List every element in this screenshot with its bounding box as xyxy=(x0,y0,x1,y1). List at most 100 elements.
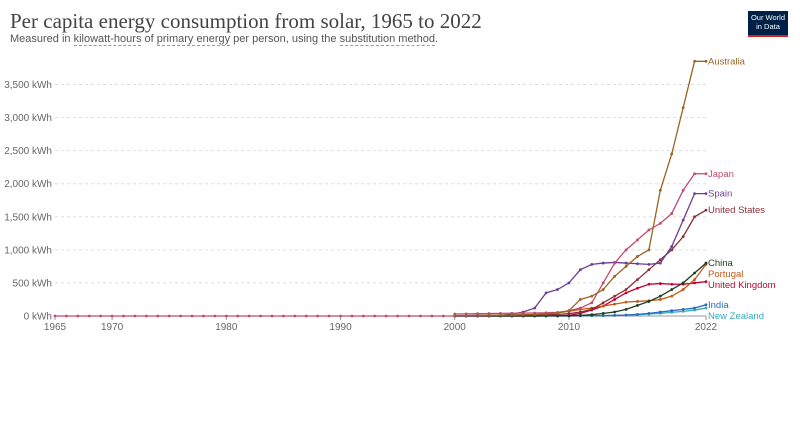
data-point xyxy=(601,314,605,318)
chart-subtitle: Measured in kilowatt-hours of primary en… xyxy=(10,33,438,46)
logo-line: in Data xyxy=(756,21,780,31)
data-point xyxy=(624,264,628,268)
data-point xyxy=(179,314,183,318)
data-point xyxy=(624,291,628,295)
data-point xyxy=(590,313,594,317)
data-point xyxy=(647,228,651,232)
x-tick-label: 1965 xyxy=(44,322,67,333)
data-point xyxy=(704,280,708,283)
data-point xyxy=(647,248,651,252)
data-point xyxy=(704,192,708,196)
data-point xyxy=(144,314,148,318)
owid-logo[interactable]: Our World in Data xyxy=(748,11,788,37)
data-point xyxy=(521,313,525,317)
data-point xyxy=(613,302,617,306)
data-point xyxy=(624,248,628,252)
series-label: India xyxy=(708,300,729,311)
data-point xyxy=(499,313,502,317)
substitution-method-link[interactable]: substitution method xyxy=(339,33,435,46)
data-point xyxy=(122,314,125,318)
data-point xyxy=(704,303,708,307)
data-point xyxy=(567,314,571,318)
data-point xyxy=(681,218,685,222)
data-point xyxy=(681,235,685,239)
data-point xyxy=(693,192,696,196)
data-point xyxy=(578,306,582,310)
data-point xyxy=(624,300,628,304)
x-tick-label: 1980 xyxy=(215,322,238,333)
data-point xyxy=(87,314,91,318)
data-point xyxy=(658,310,662,314)
data-point xyxy=(601,304,605,308)
data-point xyxy=(304,314,308,318)
data-point xyxy=(670,248,674,252)
data-point xyxy=(327,314,331,318)
subtitle-text: Measured in xyxy=(10,33,74,45)
data-point xyxy=(613,294,617,298)
data-point xyxy=(533,312,537,316)
data-point xyxy=(133,314,137,318)
data-point xyxy=(670,288,674,291)
data-point xyxy=(624,313,628,317)
x-tick-label: 2010 xyxy=(558,322,581,333)
data-point xyxy=(567,281,571,285)
data-point xyxy=(567,312,571,316)
series-label: Portugal xyxy=(708,269,743,280)
data-point xyxy=(464,314,468,317)
data-point xyxy=(578,268,582,272)
data-point xyxy=(647,263,651,266)
data-point xyxy=(384,314,388,318)
data-point xyxy=(693,308,696,312)
data-point xyxy=(282,314,285,318)
y-tick-label: 3,500 kWh xyxy=(4,80,52,91)
data-point xyxy=(430,314,434,318)
primary-energy-link[interactable]: primary energy xyxy=(156,33,231,46)
data-point xyxy=(636,278,639,282)
data-point xyxy=(624,307,628,311)
data-point xyxy=(658,282,662,285)
data-point xyxy=(624,261,628,265)
x-tick-label: 2000 xyxy=(444,322,467,333)
data-point xyxy=(670,282,674,286)
data-point xyxy=(419,314,422,318)
y-tick-label: 0 kWh xyxy=(24,312,52,323)
data-point xyxy=(670,294,674,298)
data-point xyxy=(636,286,639,290)
data-point xyxy=(544,291,548,295)
series-label: China xyxy=(708,258,734,269)
data-point xyxy=(316,314,320,318)
data-point xyxy=(110,314,114,318)
data-point xyxy=(693,306,696,310)
subtitle-text: per person, using the xyxy=(230,33,340,45)
data-point xyxy=(590,294,594,298)
data-point xyxy=(441,314,445,318)
data-point xyxy=(624,288,628,291)
series-label: Spain xyxy=(708,189,732,200)
data-point xyxy=(658,294,662,298)
data-point xyxy=(601,311,605,315)
data-point xyxy=(681,106,685,110)
data-point xyxy=(601,261,605,265)
data-point xyxy=(76,314,80,318)
data-point xyxy=(636,312,639,316)
data-point xyxy=(647,268,651,272)
data-point xyxy=(65,314,68,318)
data-point xyxy=(636,300,639,303)
data-point xyxy=(636,262,639,266)
data-point xyxy=(613,298,617,301)
data-point xyxy=(647,282,651,286)
data-point xyxy=(236,314,240,318)
data-point xyxy=(373,314,377,318)
data-point xyxy=(693,172,696,176)
kilowatt-hours-link[interactable]: kilowatt-hours xyxy=(73,33,142,46)
data-point xyxy=(704,208,708,212)
data-point xyxy=(601,281,605,285)
data-point xyxy=(487,313,491,317)
data-point xyxy=(407,314,411,318)
data-point xyxy=(613,261,617,265)
data-point xyxy=(213,314,217,318)
y-tick-label: 2,000 kWh xyxy=(4,179,52,190)
data-point xyxy=(681,288,685,291)
data-point xyxy=(670,245,674,248)
